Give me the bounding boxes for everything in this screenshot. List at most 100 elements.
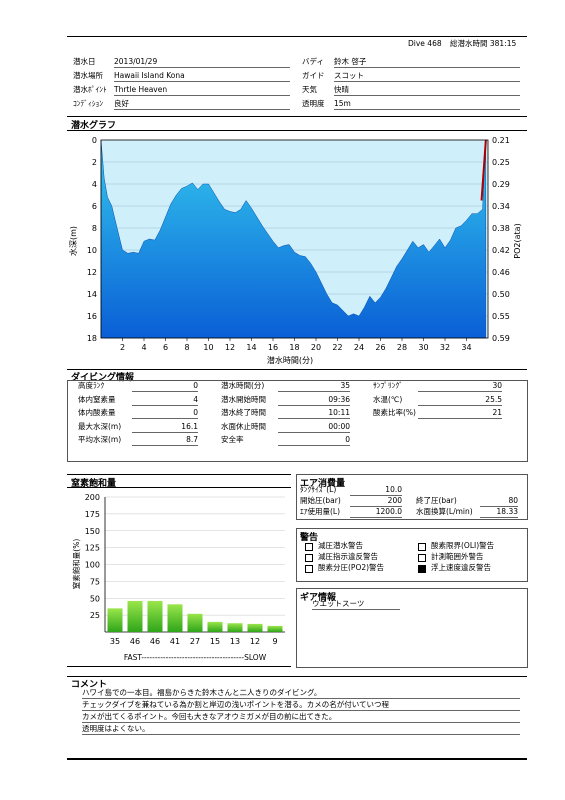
nitrogen-compartment-label: 41 [170, 637, 180, 646]
water-temp-label: 水温(℃) [373, 395, 403, 404]
nitrogen-ylabel: 窒素飽和量(%) [71, 539, 81, 590]
nitrogen-bar [247, 623, 263, 632]
gear-value: ウエットスーツ [312, 599, 400, 610]
gear-box [296, 588, 528, 668]
water-temp-value: 25.5 [418, 395, 502, 406]
nitrogen-compartment-label: 15 [210, 637, 220, 646]
depth-tick-label: 4 [92, 180, 97, 189]
air-used-label: ｴｱ使用量(L) [300, 507, 341, 516]
po2-tick-label: 0.46 [492, 268, 510, 277]
nitrogen-tick-label: 25 [90, 611, 100, 620]
guide-label: ガイド [302, 71, 325, 80]
buddy-label: バディ [302, 57, 324, 66]
surface-interval-value: 00:00 [278, 422, 350, 433]
ascent-rate-warning-label: 浮上速度違反警告 [431, 563, 491, 572]
depth-tick-label: 12 [87, 268, 97, 277]
deco-violation-warning-checkbox[interactable] [305, 554, 313, 562]
diving-info-title: ダイビング情報 [71, 373, 135, 383]
po2-tick-label: 0.55 [492, 312, 510, 321]
guide-value: スコット [334, 71, 520, 82]
dive-time-value: 35 [278, 381, 350, 392]
buddy-value: 鈴木 啓子 [334, 57, 520, 68]
nitrogen-bar [207, 621, 223, 632]
visibility-value: 15m [334, 99, 520, 110]
max-depth-label: 最大水深(m) [78, 422, 122, 431]
depth-tick-label: 8 [92, 224, 97, 233]
out-of-range-warning-checkbox[interactable] [418, 554, 426, 562]
nitrogen-title: 窒素飽和量 [71, 479, 117, 489]
warnings-box [296, 528, 528, 582]
end-pressure-label: 終了圧(bar) [416, 496, 457, 505]
oxygen-ratio-value: 21 [418, 408, 502, 419]
deco-violation-warning-label: 減圧指示違反警告 [318, 552, 378, 561]
warnings-title: 警告 [300, 533, 319, 543]
body-oxygen-label: 体内酸素量 [78, 408, 116, 417]
comment-line-2: チェックダイブを兼ねている為か割と岸辺の浅いポイントを潜る。カメの名が付いていつ… [82, 700, 520, 711]
altitude-rank-label: 高度ﾗﾝｸ [78, 381, 105, 390]
point-label: 潜水ﾎﾟｲﾝﾄ [73, 85, 107, 94]
nitrogen-compartment-label: 13 [230, 637, 240, 646]
dive-profile-chart: 2 4 6 8 10 12 14 16 18 20 22 24 26 28 30 32 34 024681012… [68, 136, 522, 365]
po2-tick-label: 0.21 [492, 136, 510, 145]
nitrogen-bar [107, 608, 123, 632]
sampling-value: 30 [418, 381, 502, 392]
air-box [296, 474, 528, 520]
nitrogen-compartment-label: 12 [250, 637, 260, 646]
surface-interval-label: 水面休止時間 [221, 422, 266, 431]
tank-size-label: ﾀﾝｸｻｲｽﾞ(L) [300, 485, 337, 494]
ascent-rate-warning-checkbox[interactable] [418, 565, 426, 573]
oxygen-limit-warning-label: 酸素限界(OLI)警告 [431, 541, 495, 550]
comment-line-3: カメが出てくるポイント。今回も大きなアオウミガメが目の前に出てきた。 [82, 712, 520, 723]
dive-graph-xlabel: 潜水時間(分) [267, 355, 313, 365]
start-pressure-label: 開始圧(bar) [300, 496, 341, 505]
po2-tick-label: 0.59 [492, 334, 510, 343]
depth-tick-label: 0 [92, 136, 97, 145]
nitrogen-compartment-label: 46 [150, 637, 160, 646]
visibility-label: 透明度 [302, 99, 325, 108]
safety-factor-label: 安全率 [221, 435, 244, 444]
ascent-warning-line [480, 139, 487, 201]
nitrogen-compartment-label: 35 [110, 637, 120, 646]
nitrogen-tick-label: 75 [90, 577, 100, 586]
time-tick-label: 20 [311, 343, 321, 352]
time-tick-label: 2 [120, 343, 125, 352]
body-nitrogen-value: 4 [132, 395, 198, 406]
dive-graph-ylabel-left: 水深(m) [68, 226, 78, 256]
po2-warning-label: 酸素分圧(PO2)警告 [318, 563, 385, 572]
depth-tick-label: 18 [87, 334, 97, 343]
time-tick-label: 26 [375, 343, 385, 352]
nitrogen-tick-label: 175 [85, 510, 100, 519]
time-tick-label: 32 [440, 343, 450, 352]
comment-title: コメント [71, 680, 108, 690]
nitrogen-bar [187, 613, 203, 632]
tank-size-value: 10.0 [350, 485, 402, 496]
start-pressure-value: 200 [350, 496, 402, 507]
nitrogen-tick-label: 50 [90, 594, 100, 603]
nitrogen-tick-label: 200 [85, 493, 100, 502]
time-tick-label: 4 [141, 343, 146, 352]
deco-dive-warning-label: 減圧潜水警告 [318, 541, 363, 550]
comment-line-1: ハワイ島での一本目。福島からきた鈴木さんと二人きりのダイビング。 [82, 688, 520, 699]
max-depth-value: 16.1 [132, 422, 198, 433]
body-oxygen-value: 0 [132, 408, 198, 419]
deco-dive-warning-checkbox[interactable] [305, 543, 313, 551]
date-label: 潜水日 [73, 57, 96, 66]
surface-rate-label: 水面換算(L/min) [416, 507, 473, 516]
po2-warning-checkbox[interactable] [305, 565, 313, 573]
depth-profile-area [100, 139, 487, 339]
date-value: 2013/01/29 [114, 57, 290, 68]
location-value: Hawaii Island Kona [114, 71, 290, 82]
depth-tick-label: 14 [87, 290, 97, 299]
point-value: Thrtle Heaven [114, 85, 290, 96]
dive-graph-ylabel-right: PO2(ata) [513, 223, 522, 258]
nitrogen-tick-label: 150 [85, 527, 100, 536]
total-dive-time: 総潜水時間 381:15 [450, 39, 517, 48]
time-tick-label: 12 [225, 343, 235, 352]
nitrogen-compartment-label: 27 [190, 637, 200, 646]
avg-depth-label: 平均水深(m) [78, 435, 122, 444]
comment-line-4: 透明度はよくない。 [82, 724, 520, 735]
oxygen-ratio-label: 酸素比率(%) [373, 408, 416, 417]
time-tick-label: 34 [461, 343, 471, 352]
time-tick-label: 18 [289, 343, 299, 352]
oxygen-limit-warning-checkbox[interactable] [418, 543, 426, 551]
